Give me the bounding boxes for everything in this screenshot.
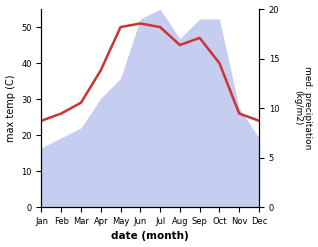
X-axis label: date (month): date (month) (111, 231, 189, 242)
Y-axis label: med. precipitation
(kg/m2): med. precipitation (kg/m2) (293, 66, 313, 150)
Y-axis label: max temp (C): max temp (C) (5, 74, 16, 142)
